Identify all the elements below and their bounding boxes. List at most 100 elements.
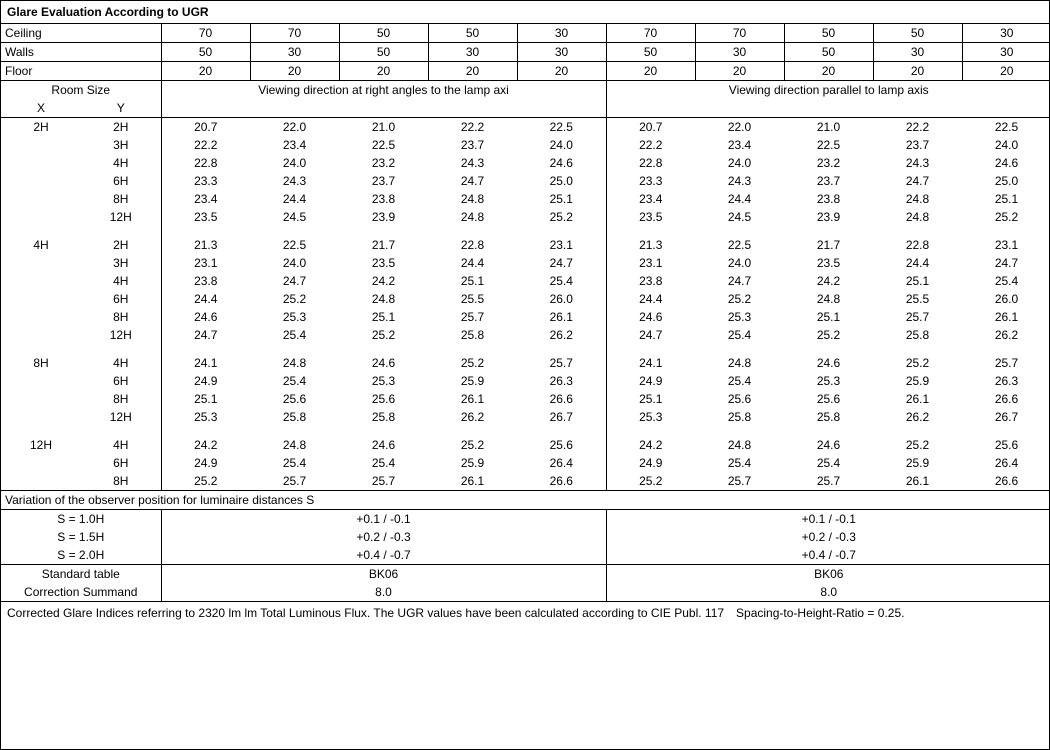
header-value: 30 [517, 24, 606, 43]
ugr-value: 22.8 [606, 154, 695, 172]
ugr-value: 25.3 [339, 372, 428, 390]
ugr-value: 25.8 [784, 408, 873, 426]
ugr-value: 21.3 [606, 236, 695, 254]
ugr-value: 25.4 [695, 372, 784, 390]
variation-s: S = 1.5H [1, 528, 161, 546]
ugr-value: 25.1 [517, 190, 606, 208]
ugr-value: 24.8 [250, 354, 339, 372]
ugr-value: 24.0 [250, 154, 339, 172]
room-x: 2H [1, 118, 81, 137]
ugr-value: 24.4 [428, 254, 517, 272]
ugr-value: 25.1 [784, 308, 873, 326]
header-value: 70 [606, 24, 695, 43]
ugr-value: 22.5 [250, 236, 339, 254]
room-y: 8H [81, 190, 161, 208]
ugr-value: 25.7 [517, 354, 606, 372]
ugr-value: 25.6 [784, 390, 873, 408]
ugr-value: 21.0 [784, 118, 873, 137]
ugr-value: 21.3 [161, 236, 250, 254]
ugr-value: 24.8 [250, 436, 339, 454]
ugr-value: 23.9 [339, 208, 428, 226]
ugr-value: 25.6 [339, 390, 428, 408]
ugr-value: 20.7 [161, 118, 250, 137]
ugr-value: 23.1 [517, 236, 606, 254]
ugr-value: 26.0 [517, 290, 606, 308]
room-y: 8H [81, 390, 161, 408]
ugr-value: 24.3 [428, 154, 517, 172]
ugr-value: 25.7 [784, 472, 873, 491]
ugr-value: 24.1 [606, 354, 695, 372]
header-label: Ceiling [1, 24, 161, 43]
ugr-value: 25.2 [873, 436, 962, 454]
ugr-value: 20.7 [606, 118, 695, 137]
room-y: 6H [81, 172, 161, 190]
ugr-value: 25.1 [161, 390, 250, 408]
header-value: 50 [784, 43, 873, 62]
ugr-value: 24.6 [606, 308, 695, 326]
ugr-value: 23.1 [606, 254, 695, 272]
ugr-value: 22.8 [873, 236, 962, 254]
ugr-value: 26.7 [517, 408, 606, 426]
ugr-value: 25.5 [428, 290, 517, 308]
ugr-value: 25.0 [962, 172, 1050, 190]
ugr-value: 25.2 [517, 208, 606, 226]
header-value: 50 [784, 24, 873, 43]
ugr-value: 24.1 [161, 354, 250, 372]
header-value: 70 [161, 24, 250, 43]
variation-s: S = 2.0H [1, 546, 161, 565]
ugr-value: 23.4 [606, 190, 695, 208]
room-x [1, 154, 81, 172]
ugr-value: 25.4 [695, 326, 784, 344]
ugr-value: 24.8 [339, 290, 428, 308]
ugr-value: 21.0 [339, 118, 428, 137]
standard-table-left: BK06 [161, 565, 606, 584]
ugr-value: 25.4 [962, 272, 1050, 290]
ugr-value: 25.7 [339, 472, 428, 491]
ugr-value: 25.9 [873, 372, 962, 390]
ugr-value: 25.3 [161, 408, 250, 426]
ugr-value: 24.2 [784, 272, 873, 290]
ugr-value: 23.4 [250, 136, 339, 154]
header-value: 20 [250, 62, 339, 81]
ugr-value: 26.3 [517, 372, 606, 390]
ugr-value: 25.2 [695, 290, 784, 308]
ugr-value: 24.7 [428, 172, 517, 190]
header-value: 20 [962, 62, 1050, 81]
ugr-value: 24.4 [250, 190, 339, 208]
ugr-value: 24.8 [873, 208, 962, 226]
ugr-value: 23.8 [606, 272, 695, 290]
ugr-value: 21.7 [784, 236, 873, 254]
room-x: 12H [1, 436, 81, 454]
ugr-value: 24.3 [250, 172, 339, 190]
ugr-value: 24.4 [695, 190, 784, 208]
direction-left: Viewing direction at right angles to the… [161, 81, 606, 100]
ugr-value: 23.1 [161, 254, 250, 272]
ugr-value: 25.2 [784, 326, 873, 344]
ugr-value: 25.4 [250, 372, 339, 390]
ugr-value: 24.0 [517, 136, 606, 154]
ugr-value: 24.6 [784, 354, 873, 372]
ugr-value: 23.5 [784, 254, 873, 272]
ugr-value: 22.2 [606, 136, 695, 154]
room-y: 4H [81, 436, 161, 454]
ugr-value: 23.7 [339, 172, 428, 190]
ugr-value: 24.6 [784, 436, 873, 454]
room-x [1, 408, 81, 426]
room-x [1, 272, 81, 290]
header-value: 20 [606, 62, 695, 81]
ugr-value: 25.1 [962, 190, 1050, 208]
ugr-value: 23.1 [962, 236, 1050, 254]
ugr-value: 22.8 [161, 154, 250, 172]
ugr-value: 23.2 [339, 154, 428, 172]
ugr-value: 24.7 [873, 172, 962, 190]
ugr-value: 26.2 [962, 326, 1050, 344]
ugr-value: 25.1 [428, 272, 517, 290]
ugr-value: 25.8 [339, 408, 428, 426]
ugr-data-table: Ceiling70705050307070505030Walls50305030… [1, 23, 1050, 601]
ugr-value: 24.7 [606, 326, 695, 344]
ugr-value: 25.2 [873, 354, 962, 372]
ugr-value: 25.2 [428, 354, 517, 372]
room-y: 6H [81, 454, 161, 472]
ugr-value: 25.8 [428, 326, 517, 344]
ugr-value: 24.3 [695, 172, 784, 190]
